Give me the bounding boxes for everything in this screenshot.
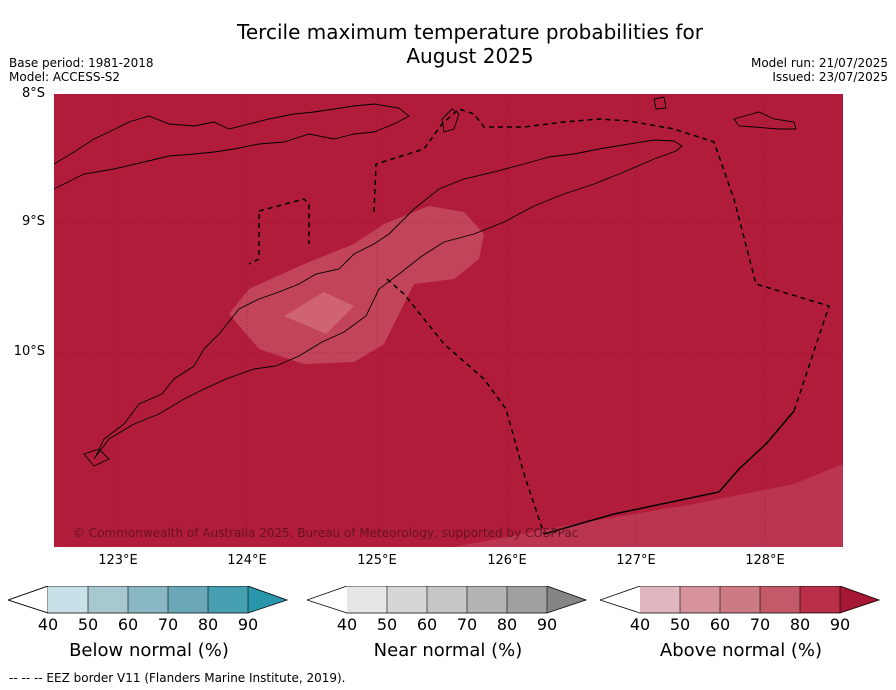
colorbar-above-segment-5 bbox=[800, 586, 840, 613]
colorbar-below-segment-1 bbox=[48, 586, 88, 613]
tick-below-60: 60 bbox=[117, 615, 139, 634]
model-name: Model: ACCESS-S2 bbox=[9, 70, 121, 84]
tick-below-50: 50 bbox=[77, 615, 99, 634]
tick-above-90: 90 bbox=[829, 615, 851, 634]
colorbar-below-normal bbox=[8, 586, 289, 614]
tick-above-60: 60 bbox=[709, 615, 731, 634]
colorbar-near-right-arrow bbox=[547, 586, 586, 613]
colorbar-near-label: Near normal (%) bbox=[373, 640, 523, 661]
tick-below-80: 80 bbox=[197, 615, 219, 634]
colorbar-above-label: Above normal (%) bbox=[659, 640, 823, 661]
lon-label-125e: 125°E bbox=[357, 553, 397, 568]
islet-d bbox=[83, 448, 110, 467]
tick-near-60: 60 bbox=[416, 615, 438, 634]
base-period: Base period: 1981-2018 bbox=[9, 56, 154, 70]
tick-near-90: 90 bbox=[536, 615, 558, 634]
colorbar-above-normal bbox=[600, 586, 881, 614]
colorbar-above-left-arrow bbox=[600, 586, 640, 613]
coastlines bbox=[54, 96, 797, 467]
tick-near-70: 70 bbox=[456, 615, 478, 634]
islet-c bbox=[733, 111, 797, 130]
colorbar-near-normal bbox=[307, 586, 588, 614]
tick-above-80: 80 bbox=[789, 615, 811, 634]
lon-label-127e: 127°E bbox=[616, 553, 656, 568]
lon-label-128e: 128°E bbox=[745, 553, 785, 568]
lat-label-8s: 8°S bbox=[21, 86, 45, 101]
tick-below-70: 70 bbox=[157, 615, 179, 634]
colorbar-below-label: Below normal (%) bbox=[69, 640, 229, 661]
colorbar-near-segment-5 bbox=[507, 586, 547, 613]
probability-zone-60-70 bbox=[284, 292, 354, 334]
timor-coastline bbox=[93, 139, 683, 460]
tick-below-40: 40 bbox=[37, 615, 59, 634]
title-line-2: August 2025 bbox=[406, 44, 534, 68]
colorbar-below-segment-2 bbox=[88, 586, 128, 613]
tick-near-40: 40 bbox=[336, 615, 358, 634]
colorbar-near-segment-1 bbox=[347, 586, 387, 613]
colorbar-near-segment-2 bbox=[387, 586, 427, 613]
colorbar-above-segment-3 bbox=[720, 586, 760, 613]
colorbar-below-left-arrow bbox=[8, 586, 49, 614]
colorbar-below-segment-4 bbox=[168, 586, 208, 613]
colorbar-near-segment-3 bbox=[427, 586, 467, 613]
tick-near-80: 80 bbox=[496, 615, 518, 634]
colorbar-above-segment-4 bbox=[760, 586, 800, 613]
islet-a bbox=[441, 108, 460, 133]
map-panel bbox=[54, 94, 843, 547]
north-islands-coastline bbox=[54, 103, 410, 190]
meta-right: Model run: 21/07/2025 Issued: 23/07/2025 bbox=[751, 56, 888, 84]
tick-above-40: 40 bbox=[629, 615, 651, 634]
colorbar-above-right-arrow bbox=[840, 586, 879, 613]
eez-border bbox=[248, 108, 830, 535]
colorbar-below-right-arrow bbox=[248, 586, 287, 613]
lat-label-9s: 9°S bbox=[21, 214, 45, 229]
islet-b bbox=[653, 96, 667, 110]
model-run: Model run: 21/07/2025 bbox=[750, 56, 888, 70]
probability-zone-70-80 bbox=[229, 206, 484, 364]
lat-label-10s: 10°S bbox=[13, 344, 45, 359]
lon-label-123e: 123°E bbox=[98, 553, 138, 568]
map-background bbox=[54, 94, 843, 547]
lon-label-124e: 124°E bbox=[227, 553, 267, 568]
issued-date: Issued: 23/07/2025 bbox=[772, 70, 888, 84]
colorbar-near-left-arrow bbox=[307, 586, 347, 613]
colorbar-below-segment-5 bbox=[208, 586, 248, 613]
lon-label-126e: 126°E bbox=[487, 553, 527, 568]
colorbar-below-segment-3 bbox=[128, 586, 168, 613]
tick-above-50: 50 bbox=[669, 615, 691, 634]
map-title: Tercile maximum temperature probabilitie… bbox=[0, 20, 896, 68]
eez-border-solid bbox=[543, 410, 795, 535]
probability-zone-south bbox=[454, 464, 843, 547]
copyright-notice: © Commonwealth of Australia 2025, Bureau… bbox=[73, 526, 579, 540]
tick-above-70: 70 bbox=[749, 615, 771, 634]
title-line-1: Tercile maximum temperature probabilitie… bbox=[237, 20, 703, 44]
eez-footnote: -- -- -- EEZ border V11 (Flanders Marine… bbox=[9, 671, 346, 685]
tick-near-50: 50 bbox=[376, 615, 398, 634]
colorbar-near-segment-4 bbox=[467, 586, 507, 613]
colorbar-above-segment-1 bbox=[640, 586, 680, 613]
tick-below-90: 90 bbox=[237, 615, 259, 634]
meta-left: Base period: 1981-2018 Model: ACCESS-S2 bbox=[9, 56, 154, 84]
grid-lines bbox=[54, 94, 843, 547]
colorbar-above-segment-2 bbox=[680, 586, 720, 613]
